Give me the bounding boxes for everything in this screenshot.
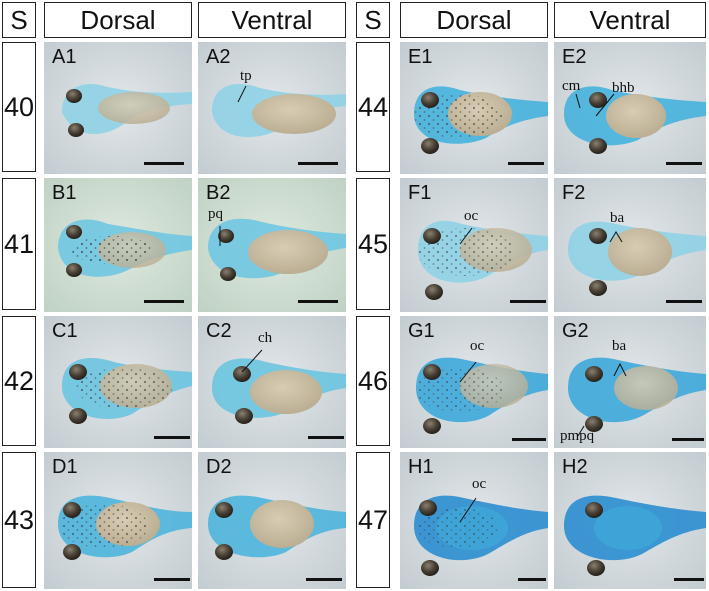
panel-e2-ventral: E2 cm bhb: [554, 42, 706, 174]
tadpole-image-h1: [400, 452, 548, 589]
stage-label-46: 46: [356, 316, 390, 446]
tadpole-image-h2: [554, 452, 706, 589]
panel-d1-dorsal: D1: [44, 452, 192, 589]
tadpole-image-a1: [44, 42, 192, 174]
tadpole-image-a2: [198, 42, 346, 174]
panel-label-c1: C1: [52, 320, 78, 342]
panel-label-g2: G2: [562, 320, 589, 342]
tadpole-image-d1: [44, 452, 192, 589]
panel-b2-ventral: B2 pq: [198, 178, 346, 312]
stage-label-40: 40: [2, 42, 36, 172]
tadpole-image-e1: [400, 42, 548, 174]
panel-label-e2: E2: [562, 46, 587, 68]
stage-header-right: S: [356, 2, 390, 38]
stage-label-42: 42: [2, 316, 36, 446]
stage-label-44: 44: [356, 42, 390, 172]
panel-c1-dorsal: C1: [44, 316, 192, 448]
dorsal-header-right: Dorsal: [400, 2, 548, 38]
annotation-pmpq: pmpq: [560, 428, 595, 444]
dorsal-header-left: Dorsal: [44, 2, 192, 38]
tadpole-image-e2: [554, 42, 706, 174]
panel-label-d1: D1: [52, 456, 78, 478]
panel-label-f1: F1: [408, 182, 432, 204]
annotation-ba-f2: ba: [610, 210, 625, 226]
tadpole-image-c1: [44, 316, 192, 448]
panel-label-d2: D2: [206, 456, 232, 478]
panel-h2-ventral: H2: [554, 452, 706, 589]
panel-label-h2: H2: [562, 456, 588, 478]
panel-c2-ventral: C2 ch: [198, 316, 346, 448]
annotation-ba-g2: ba: [612, 338, 627, 354]
panel-a1-dorsal: A1: [44, 42, 192, 174]
annotation-pq: pq: [208, 206, 223, 222]
panel-a2-ventral: A2 tp: [198, 42, 346, 174]
tadpole-image-f1: [400, 178, 548, 312]
stage-label-41: 41: [2, 178, 36, 310]
tadpole-image-b2: [198, 178, 346, 312]
annotation-tp: tp: [240, 68, 252, 84]
panel-b1-dorsal: B1: [44, 178, 192, 312]
panel-label-g1: G1: [408, 320, 435, 342]
panel-g2-ventral: G2 ba pmpq: [554, 316, 706, 448]
annotation-cm: cm: [562, 78, 581, 94]
panel-label-b1: B1: [52, 182, 77, 204]
stage-label-45: 45: [356, 178, 390, 310]
tadpole-image-b1: [44, 178, 192, 312]
stage-label-47: 47: [356, 452, 390, 588]
stage-label-43: 43: [2, 452, 36, 588]
panel-h1-dorsal: H1 oc: [400, 452, 548, 589]
panel-label-f2: F2: [562, 182, 586, 204]
tadpole-image-f2: [554, 178, 706, 312]
annotation-oc-h1: oc: [472, 476, 487, 492]
tadpole-image-d2: [198, 452, 346, 589]
annotation-oc-f1: oc: [464, 208, 479, 224]
panel-d2-ventral: D2: [198, 452, 346, 589]
annotation-ch: ch: [258, 330, 273, 346]
panel-label-a2: A2: [206, 46, 231, 68]
annotation-oc-g1: oc: [470, 338, 485, 354]
panel-g1-dorsal: G1 oc: [400, 316, 548, 448]
tadpole-image-g1: [400, 316, 548, 448]
panel-e1-dorsal: E1: [400, 42, 548, 174]
panel-label-c2: C2: [206, 320, 232, 342]
panel-label-e1: E1: [408, 46, 433, 68]
panel-label-a1: A1: [52, 46, 77, 68]
tadpole-image-g2: [554, 316, 706, 448]
panel-label-b2: B2: [206, 182, 231, 204]
ventral-header-left: Ventral: [198, 2, 346, 38]
panel-f1-dorsal: F1 oc: [400, 178, 548, 312]
ventral-header-right: Ventral: [554, 2, 706, 38]
annotation-bhb: bhb: [612, 80, 635, 96]
panel-label-h1: H1: [408, 456, 434, 478]
tadpole-image-c2: [198, 316, 346, 448]
panel-f2-ventral: F2 ba: [554, 178, 706, 312]
stage-header-left: S: [2, 2, 36, 38]
